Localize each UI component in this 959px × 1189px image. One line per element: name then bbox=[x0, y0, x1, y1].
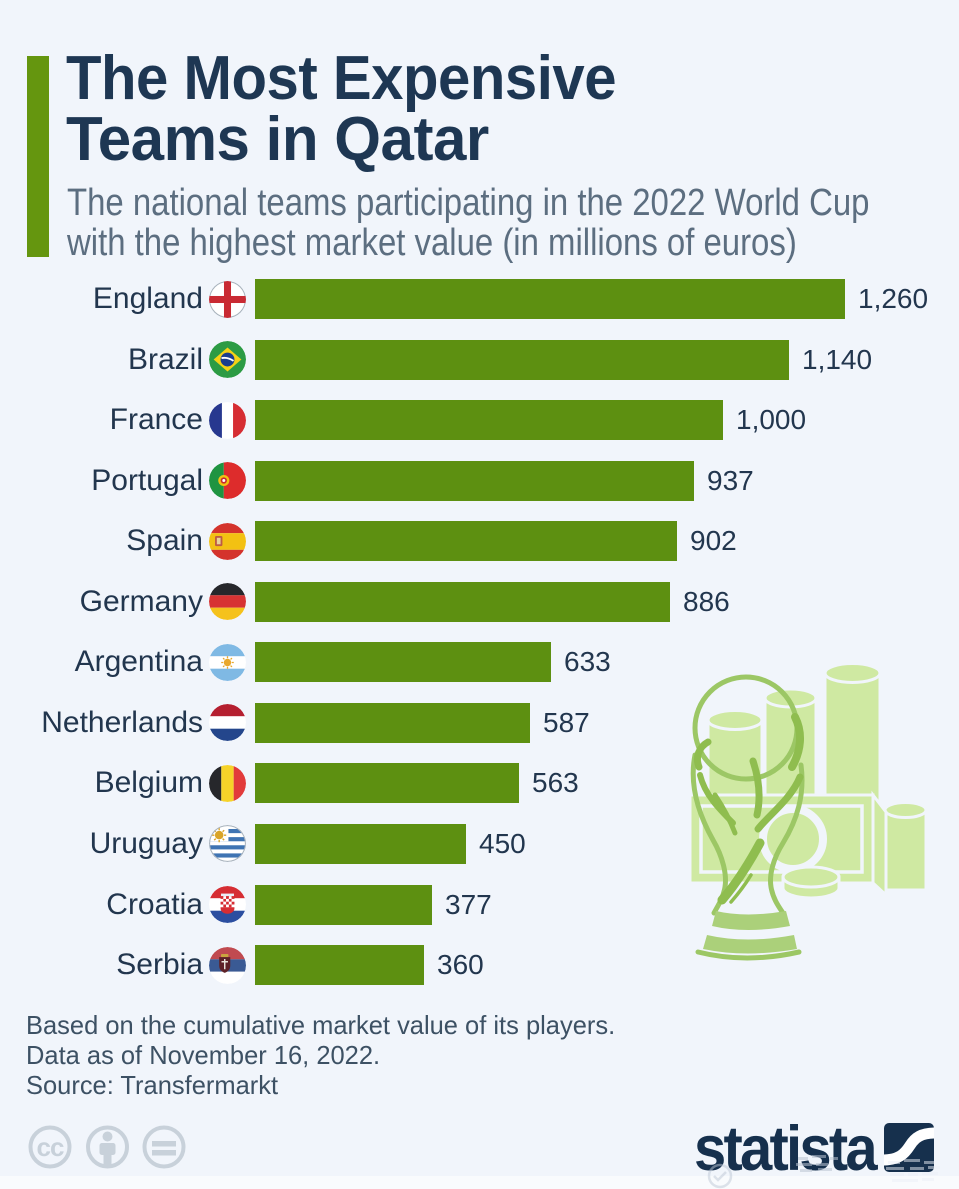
svg-text:cc: cc bbox=[37, 1132, 64, 1162]
